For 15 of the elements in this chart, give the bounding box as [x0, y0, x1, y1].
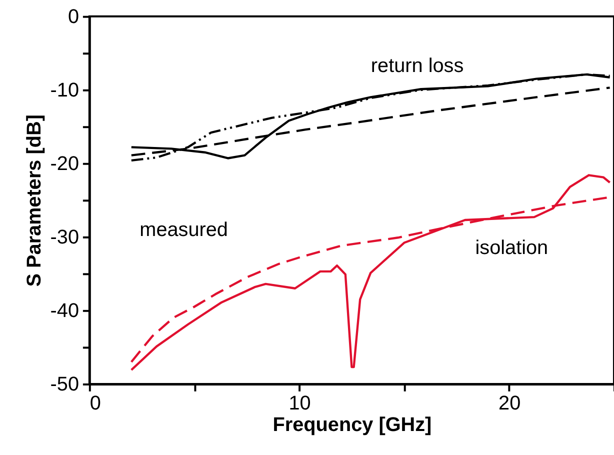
y-tick-label: -30: [50, 226, 79, 248]
x-tick-label: 20: [498, 392, 521, 414]
annotation: return loss: [370, 54, 464, 77]
x-tick-label: 10: [288, 392, 311, 414]
annotation: measured: [140, 218, 228, 241]
x-tick-label: 0: [90, 392, 101, 414]
y-tick-label: -40: [50, 300, 79, 322]
y-axis-title: S Parameters [dB]: [23, 114, 46, 287]
y-tick-label: -20: [50, 152, 79, 175]
y-tick-label: 0: [68, 6, 79, 28]
annotation: isolation: [475, 236, 548, 259]
y-tick-label: -10: [50, 79, 79, 102]
line-series: [130, 174, 611, 372]
y-tick-label: -50: [50, 373, 79, 396]
x-axis-title: Frequency [GHz]: [272, 414, 432, 436]
